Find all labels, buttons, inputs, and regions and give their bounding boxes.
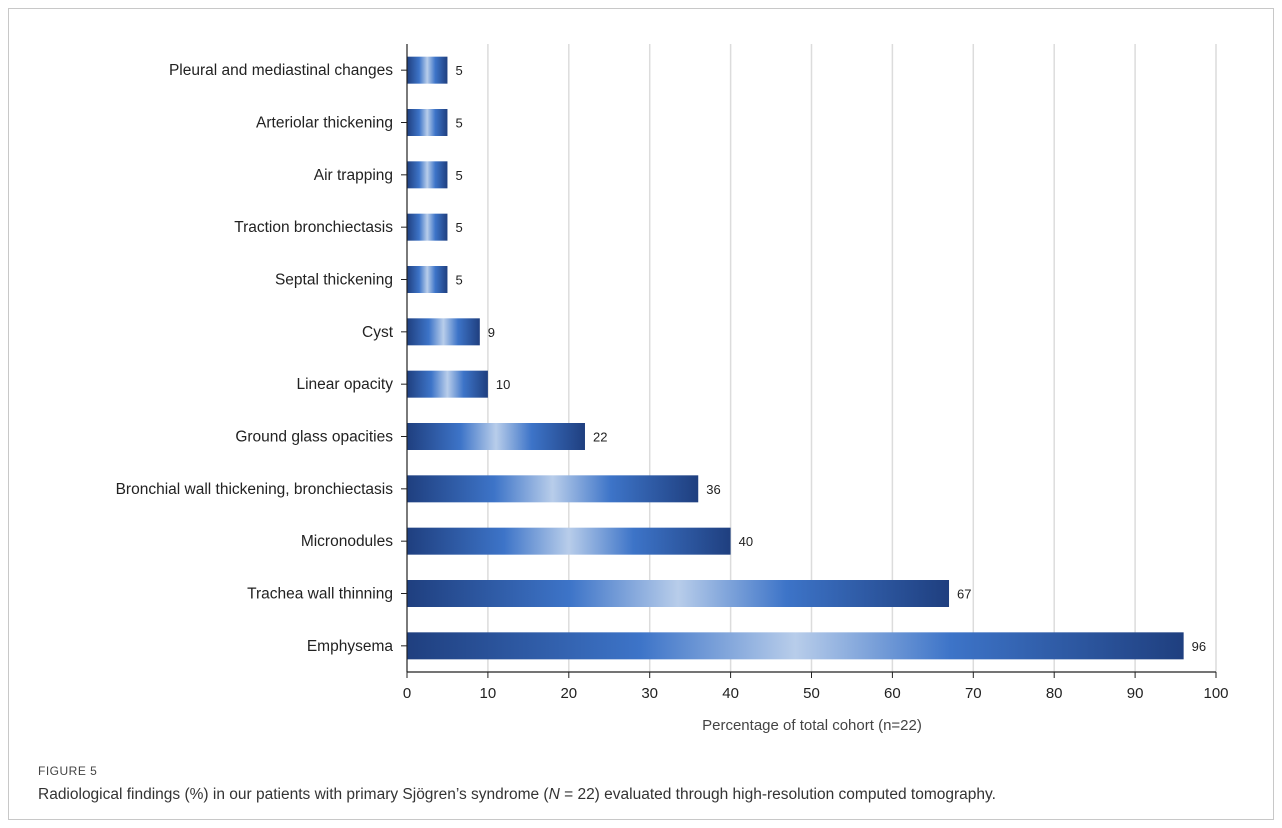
y-category-label: Pleural and mediastinal changes (169, 62, 393, 79)
bar-value-label: 40 (739, 534, 753, 549)
bar-chart: 5 5 5 5 5 9 10 22 36 40 67 96 0 10 20 30 40 50 60 70 80 90 10… (116, 44, 1229, 734)
bar (407, 56, 448, 84)
x-tick-label: 80 (1046, 685, 1063, 702)
bar-value-label: 96 (1192, 639, 1206, 654)
bar (407, 580, 950, 607)
figure-caption: Radiological findings (%) in our patient… (38, 786, 996, 804)
bar-value-label: 9 (488, 325, 495, 340)
x-tick-label: 20 (560, 685, 577, 702)
bar (407, 475, 699, 503)
bars: 5 5 5 5 5 9 10 22 36 40 67 96 (407, 56, 1206, 660)
bar-value-label: 5 (455, 63, 462, 78)
bar (407, 161, 448, 189)
bar-value-label: 67 (957, 587, 971, 602)
y-category-label: Air trapping (314, 167, 393, 184)
y-category-label: Emphysema (307, 638, 394, 655)
y-category-label: Trachea wall thinning (247, 586, 393, 603)
bar-value-label: 22 (593, 430, 607, 445)
axes: 0 10 20 30 40 50 60 70 80 90 100 Pleural and medias… (116, 44, 1229, 702)
y-category-label: Arteriolar thickening (256, 115, 393, 132)
y-category-label: Cyst (362, 324, 394, 341)
bar (407, 423, 585, 450)
bar-value-label: 5 (455, 168, 462, 183)
bar (407, 318, 480, 346)
x-tick-label: 70 (965, 685, 982, 702)
bar (407, 632, 1184, 660)
x-tick-label: 90 (1127, 685, 1144, 702)
y-category-label: Traction bronchiectasis (234, 219, 393, 236)
y-category-label: Septal thickening (275, 272, 393, 289)
x-tick-label: 0 (403, 685, 411, 702)
x-tick-label: 40 (722, 685, 739, 702)
bar-value-label: 36 (706, 482, 720, 497)
bar-value-label: 5 (455, 273, 462, 288)
y-category-label: Bronchial wall thickening, bronchiectasi… (116, 481, 394, 498)
caption-text-after: = 22) evaluated through high-resolution … (559, 786, 996, 803)
bar (407, 213, 448, 241)
bar-value-label: 5 (455, 116, 462, 131)
y-category-label: Ground glass opacities (235, 429, 393, 446)
x-tick-label: 50 (803, 685, 820, 702)
bar-value-label: 10 (496, 377, 510, 392)
caption-text-before: Radiological findings (%) in our patient… (38, 786, 549, 803)
grid-lines (487, 44, 1217, 672)
y-category-label: Micronodules (301, 533, 393, 550)
bar (407, 527, 731, 555)
bar (407, 109, 448, 136)
x-tick-label: 30 (641, 685, 658, 702)
bar (407, 370, 488, 398)
bar-value-label: 5 (455, 220, 462, 235)
x-tick-label: 100 (1203, 685, 1228, 702)
figure-frame (8, 8, 1274, 820)
x-tick-label: 60 (884, 685, 901, 702)
caption-italic-n: N (548, 786, 560, 803)
x-axis-label: Percentage of total cohort (n=22) (702, 717, 922, 734)
figure-label: FIGURE 5 (38, 764, 98, 778)
x-tick-label: 10 (480, 685, 497, 702)
bar (407, 266, 448, 293)
y-category-label: Linear opacity (296, 376, 393, 393)
